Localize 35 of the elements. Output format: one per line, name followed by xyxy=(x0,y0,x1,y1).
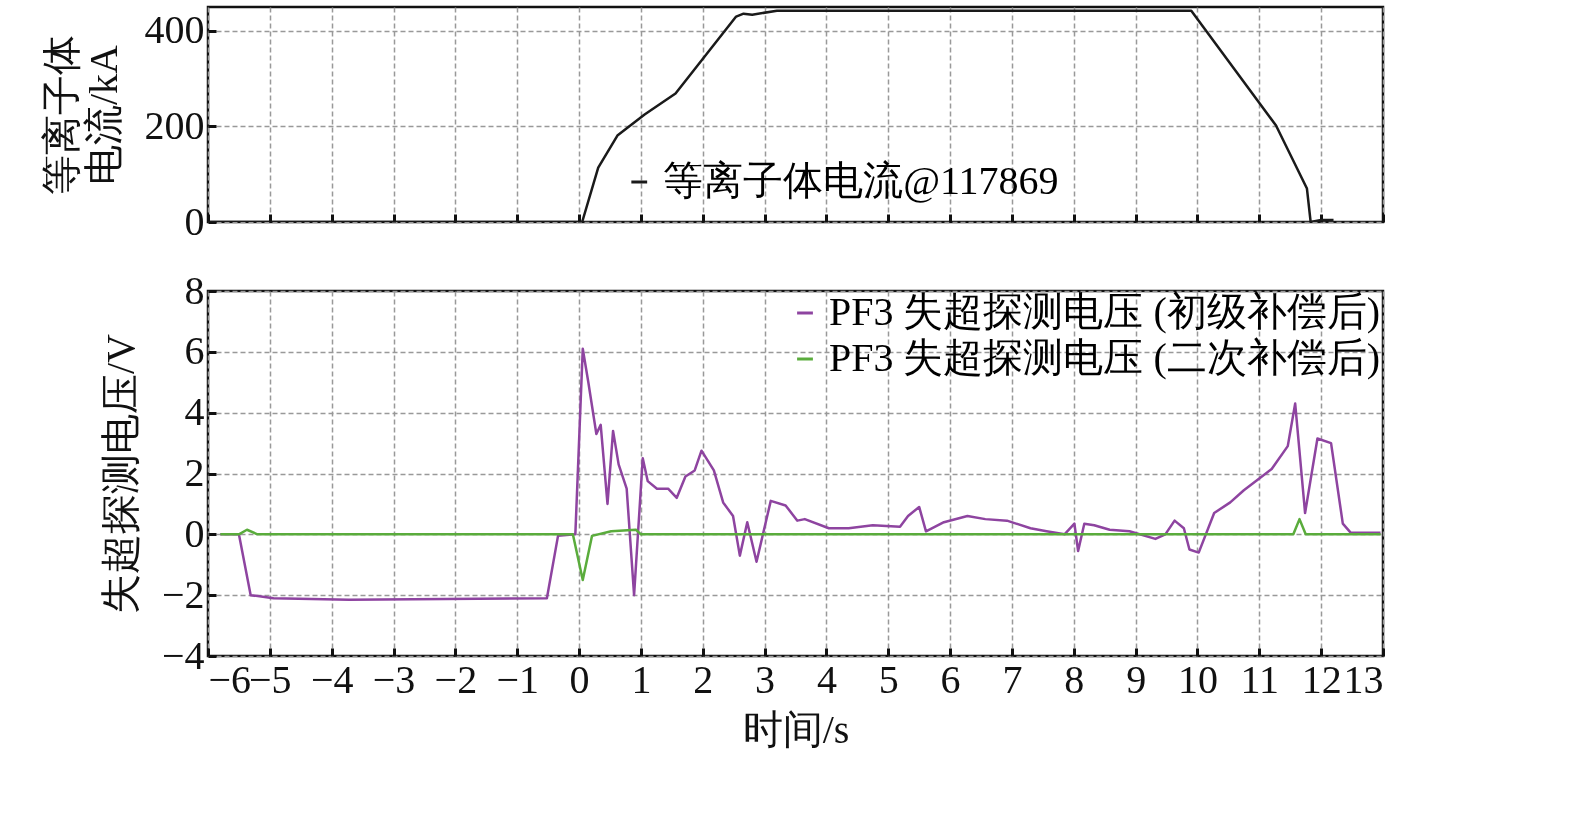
x-tick-label: −1 xyxy=(496,656,539,702)
x-tick-label: −5 xyxy=(249,656,292,702)
y-tick-label: 4 xyxy=(184,389,205,435)
x-tick-label: 9 xyxy=(1126,656,1147,702)
legend-label: PF3 失超探测电压 (初级补偿后) xyxy=(829,289,1381,334)
y-tick-label: 6 xyxy=(184,328,205,374)
y-tick-label: 8 xyxy=(184,267,205,313)
x-tick-label: 1 xyxy=(631,656,652,702)
y-tick-label: −2 xyxy=(161,571,205,617)
x-tick-label: 5 xyxy=(878,656,899,702)
x-tick-label: 2 xyxy=(693,656,714,702)
x-tick-label: 4 xyxy=(816,656,837,702)
x-tick-label: 0 xyxy=(569,656,590,702)
x-tick-label: −2 xyxy=(434,656,478,702)
x-tick-label: −6 xyxy=(208,656,252,702)
x-tick-label: 7 xyxy=(1002,656,1023,702)
legend-label: PF3 失超探测电压 (二次补偿后) xyxy=(829,335,1381,380)
x-axis-title: 时间/s xyxy=(742,706,850,752)
x-tick-label: 8 xyxy=(1064,656,1085,702)
x-tick-label: 10 xyxy=(1177,656,1218,702)
x-tick-label: −3 xyxy=(372,656,416,702)
x-tick-label: 11 xyxy=(1240,656,1280,702)
y-tick-label: 200 xyxy=(144,102,205,148)
y-tick-label: 2 xyxy=(184,450,205,495)
y-tick-label: 0 xyxy=(184,510,205,556)
legend-label: 等离子体电流@117869 xyxy=(663,158,1059,203)
y-axis-title: 等离子体电流/kA xyxy=(38,35,126,195)
x-tick-label: −4 xyxy=(310,656,354,702)
y-tick-label: 0 xyxy=(184,198,205,244)
x-tick-label: 13 xyxy=(1343,656,1384,702)
x-tick-label: 12 xyxy=(1301,656,1342,702)
y-axis-title: 失超探测电压/V xyxy=(97,333,143,614)
x-tick-label: 6 xyxy=(940,656,961,702)
y-tick-label: 400 xyxy=(144,7,205,53)
x-tick-label: 3 xyxy=(755,656,776,702)
